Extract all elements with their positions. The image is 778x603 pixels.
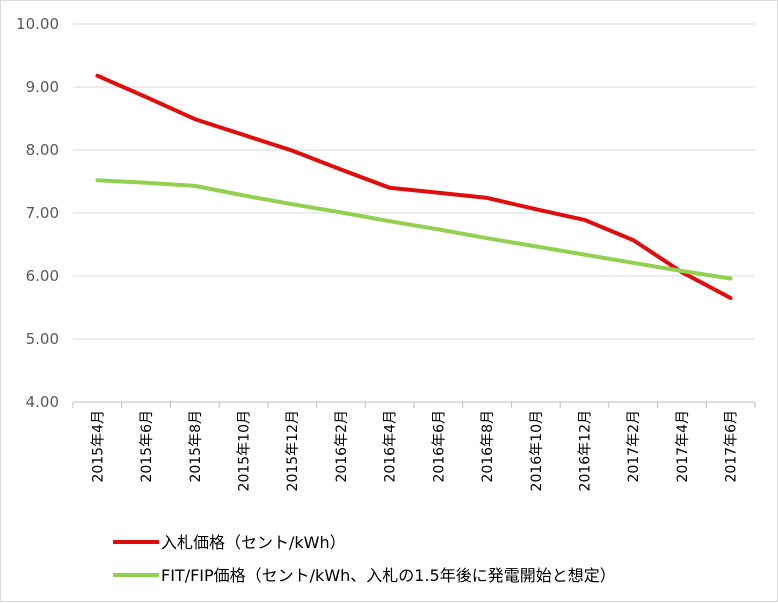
y-tick-label: 10.00 bbox=[16, 15, 59, 33]
y-tick-label: 5.00 bbox=[26, 330, 59, 348]
y-tick-label: 4.00 bbox=[26, 393, 59, 411]
x-tick-label: 2015年12月 bbox=[285, 410, 301, 491]
x-tick-label: 2017年6月 bbox=[724, 410, 740, 483]
x-tick-label: 2015年8月 bbox=[188, 410, 204, 483]
x-axis-ticks: 2015年4月 2015年6月 2015年8月 2015年10月 2015年12月 201… bbox=[72, 402, 756, 491]
legend-label: FIT/FIP価格（セント/kWh、入札の1.5年後に発電開始と想定） bbox=[161, 566, 616, 585]
gridlines bbox=[73, 23, 755, 403]
x-tick-label: 2016年8月 bbox=[480, 410, 496, 483]
x-tick-label: 2015年4月 bbox=[90, 410, 106, 483]
series-lines bbox=[95, 73, 733, 300]
y-tick-label: 7.00 bbox=[26, 204, 59, 222]
x-tick-label: 2015年10月 bbox=[237, 410, 253, 491]
y-tick-label: 6.00 bbox=[26, 267, 59, 285]
x-tick-label: 2016年6月 bbox=[431, 410, 447, 483]
x-tick-label: 2016年10月 bbox=[529, 410, 545, 491]
legend: 入札価格（セント/kWh） FIT/FIP価格（セント/kWh、入札の1.5年後に… bbox=[113, 533, 616, 585]
x-tick-label: 2017年2月 bbox=[626, 410, 642, 483]
series-line-bid-price bbox=[95, 73, 733, 300]
x-tick-label: 2015年6月 bbox=[139, 410, 155, 483]
y-tick-label: 9.00 bbox=[26, 78, 59, 96]
x-tick-label: 2016年4月 bbox=[383, 410, 399, 483]
x-tick-label: 2017年4月 bbox=[675, 410, 691, 483]
x-tick-label: 2016年2月 bbox=[334, 410, 350, 483]
legend-label: 入札価格（セント/kWh） bbox=[161, 533, 346, 552]
series-line-fit-fip-price bbox=[95, 178, 733, 281]
y-axis-ticks: 4.00 5.00 6.00 7.00 8.00 9.00 10.00 bbox=[16, 15, 59, 411]
y-tick-label: 8.00 bbox=[26, 141, 59, 159]
x-tick-label: 2016年12月 bbox=[578, 410, 594, 491]
